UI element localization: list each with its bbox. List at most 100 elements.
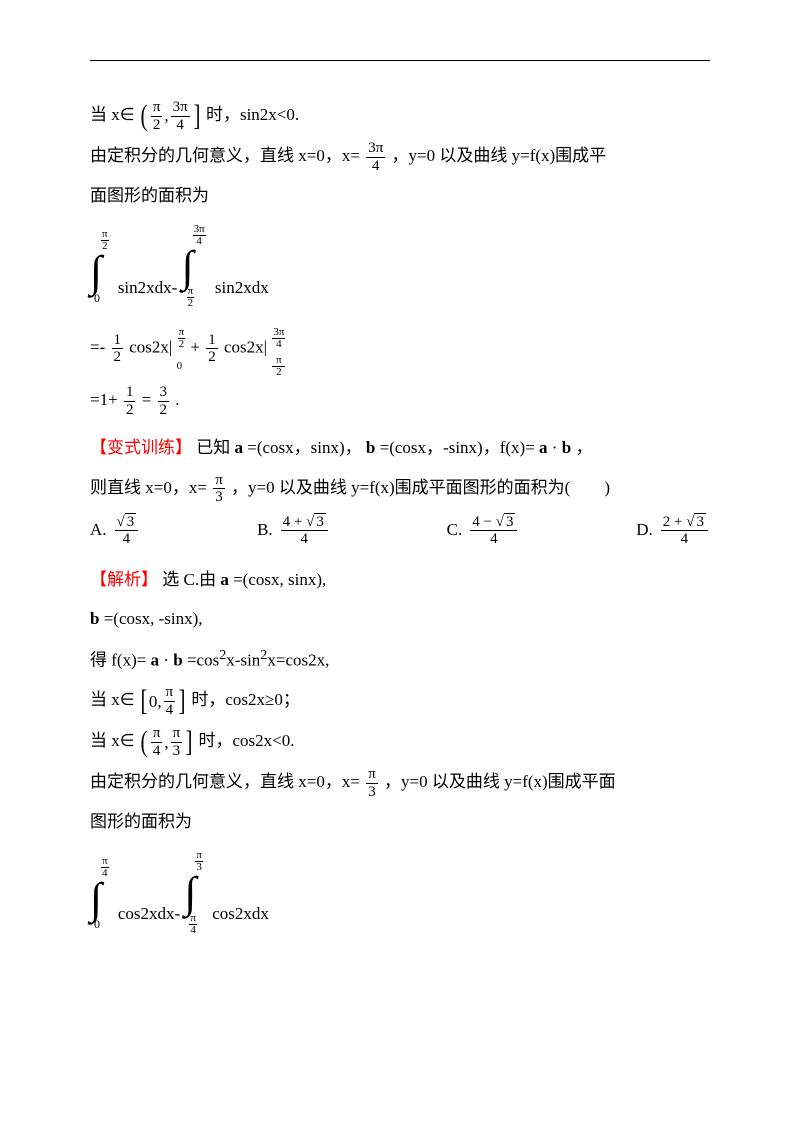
fraction: 12 bbox=[206, 332, 218, 366]
integral-expression: π2 ∫ 0 sin2xdx- 3π4 ∫ π2 sin2xdx bbox=[90, 224, 710, 310]
fraction: 12 bbox=[112, 332, 124, 366]
option-d: D. 2 + √3 4 bbox=[636, 512, 710, 548]
bracket-r: ] bbox=[193, 101, 200, 131]
option-a: A. √3 4 bbox=[90, 512, 140, 548]
text: ，y=0 以及曲线 y=f(x)围成平面图形的面积为( ) bbox=[231, 478, 610, 497]
variant-label: 【变式训练】 bbox=[90, 438, 192, 457]
text: = bbox=[142, 390, 152, 409]
paragraph: b =(cosx, -sinx), bbox=[90, 601, 710, 637]
text: 当 x∈ bbox=[90, 690, 135, 709]
text: 面图形的面积为 bbox=[90, 186, 209, 205]
text: cos2x| bbox=[129, 338, 172, 357]
integrand: cos2xdx bbox=[212, 896, 269, 932]
vector-a: a bbox=[539, 438, 548, 457]
text: =(cosx, sinx), bbox=[233, 570, 326, 589]
interval-bracket: [ 0 , π4 ] bbox=[139, 684, 187, 720]
dot: · bbox=[163, 651, 169, 670]
text: =- bbox=[90, 338, 105, 357]
bracket-l: [ bbox=[140, 686, 147, 716]
paragraph: 当 x∈ ( π2 , 3π4 ] 时，sin2x<0. bbox=[90, 97, 710, 134]
paragraph: 当 x∈ ( π4 , π3 ] 时，cos2x<0. bbox=[90, 723, 710, 760]
vector-a: a bbox=[151, 651, 160, 670]
vector-b: b bbox=[366, 438, 375, 457]
text: 当 x∈ bbox=[90, 731, 135, 750]
paren-l: ( bbox=[140, 727, 147, 757]
integral-symbol: π4 ∫ 0 bbox=[90, 856, 110, 931]
text: =(cosx，-sinx)，f(x)= bbox=[380, 438, 535, 457]
comma: , bbox=[164, 98, 168, 134]
interval-bracket: ( π4 , π3 ] bbox=[139, 725, 194, 761]
bracket-r: ] bbox=[179, 686, 186, 716]
comma: , bbox=[164, 725, 168, 761]
paragraph: 则直线 x=0，x= π3 ，y=0 以及曲线 y=f(x)围成平面图形的面积为… bbox=[90, 470, 710, 506]
paragraph: 当 x∈ [ 0 , π4 ] 时，cos2x≥0； bbox=[90, 682, 710, 719]
integral-expression: π4 ∫ 0 cos2xdx- π3 ∫ π4 cos2xdx bbox=[90, 850, 710, 936]
paragraph: 图形的面积为 bbox=[90, 804, 710, 840]
equation: =- 12 cos2x| π2 0 + 12 cos2x| 3π4 π2 bbox=[90, 319, 710, 378]
vector-b: b bbox=[562, 438, 571, 457]
text: 由定积分的几何意义，直线 x=0，x= bbox=[90, 772, 360, 791]
top-rule bbox=[90, 60, 710, 61]
fraction: √3 4 bbox=[115, 514, 139, 548]
text: x-sin bbox=[226, 651, 260, 670]
fraction: 12 bbox=[124, 384, 136, 418]
content-body: 当 x∈ ( π2 , 3π4 ] 时，sin2x<0. 由定积分的几何意义，直… bbox=[90, 97, 710, 936]
option-c: C. 4 − √3 4 bbox=[447, 512, 520, 548]
text: ，y=0 以及曲线 y=f(x)围成平面 bbox=[384, 772, 616, 791]
text: 由定积分的几何意义，直线 x=0，x= bbox=[90, 146, 360, 165]
fraction: π3 bbox=[213, 472, 225, 506]
paragraph: 由定积分的几何意义，直线 x=0，x= π3 ，y=0 以及曲线 y=f(x)围… bbox=[90, 764, 710, 800]
text: 图形的面积为 bbox=[90, 812, 192, 831]
text: x=cos2x, bbox=[267, 651, 329, 670]
vector-a: a bbox=[235, 438, 244, 457]
fraction: 4 − √3 4 bbox=[470, 514, 517, 548]
fraction: 3π4 bbox=[171, 99, 190, 133]
text: 则直线 x=0，x= bbox=[90, 478, 207, 497]
text: =(cosx, -sinx), bbox=[104, 609, 203, 628]
integrand: sin2xdx bbox=[215, 270, 269, 306]
text: 时，cos2x<0. bbox=[198, 731, 294, 750]
fraction: 32 bbox=[158, 384, 170, 418]
text: 已知 bbox=[196, 438, 234, 457]
text: . bbox=[175, 390, 179, 409]
integral-symbol: π2 ∫ 0 bbox=[90, 229, 110, 304]
interval-bracket: ( π2 , 3π4 ] bbox=[139, 98, 202, 134]
integral-symbol: π3 ∫ π4 bbox=[184, 850, 204, 936]
paragraph: 面图形的面积为 bbox=[90, 178, 710, 214]
fraction: 2 + √3 4 bbox=[661, 514, 708, 548]
options-row: A. √3 4 B. 4 + √3 4 C. 4 − √3 4 bbox=[90, 512, 710, 548]
vector-a: a bbox=[220, 570, 229, 589]
vector-b: b bbox=[173, 651, 182, 670]
comma: , bbox=[157, 684, 161, 720]
analysis-heading: 【解析】 选 C.由 a =(cosx, sinx), bbox=[90, 562, 710, 598]
text: =cos bbox=[187, 651, 219, 670]
text: ，y=0 以及曲线 y=f(x)围成平 bbox=[392, 146, 607, 165]
text: 时，sin2x<0. bbox=[206, 105, 299, 124]
fraction: π4 bbox=[151, 725, 163, 759]
paragraph: 得 f(x)= a · b =cos2x-sin2x=cos2x, bbox=[90, 641, 710, 678]
integrand: cos2xdx- bbox=[118, 896, 180, 932]
integral-symbol: 3π4 ∫ π2 bbox=[182, 224, 207, 310]
analysis-label: 【解析】 bbox=[90, 570, 158, 589]
fraction: π3 bbox=[171, 725, 183, 759]
text: =(cosx，sinx)， bbox=[247, 438, 361, 457]
fraction: 4 + √3 4 bbox=[281, 514, 328, 548]
text: ， bbox=[575, 438, 592, 457]
variant-heading: 【变式训练】 已知 a =(cosx，sinx)， b =(cosx，-sinx… bbox=[90, 430, 710, 466]
fraction: π3 bbox=[366, 766, 378, 800]
integrand: sin2xdx- bbox=[118, 270, 178, 306]
text: cos2x| bbox=[224, 338, 267, 357]
text: + bbox=[190, 338, 200, 357]
text: 0 bbox=[149, 684, 158, 720]
dot: · bbox=[552, 438, 558, 457]
vector-b: b bbox=[90, 609, 99, 628]
paren-l: ( bbox=[140, 101, 147, 131]
equation: =1+ 12 = 32 . bbox=[90, 382, 710, 418]
text: 时，cos2x≥0； bbox=[191, 690, 300, 709]
paragraph: 由定积分的几何意义，直线 x=0，x= 3π4 ，y=0 以及曲线 y=f(x)… bbox=[90, 138, 710, 174]
text: =1+ bbox=[90, 390, 118, 409]
option-b: B. 4 + √3 4 bbox=[257, 512, 330, 548]
document-page: 当 x∈ ( π2 , 3π4 ] 时，sin2x<0. 由定积分的几何意义，直… bbox=[0, 0, 800, 1132]
text: 得 f(x)= bbox=[90, 651, 146, 670]
fraction: 3π4 bbox=[366, 140, 385, 174]
